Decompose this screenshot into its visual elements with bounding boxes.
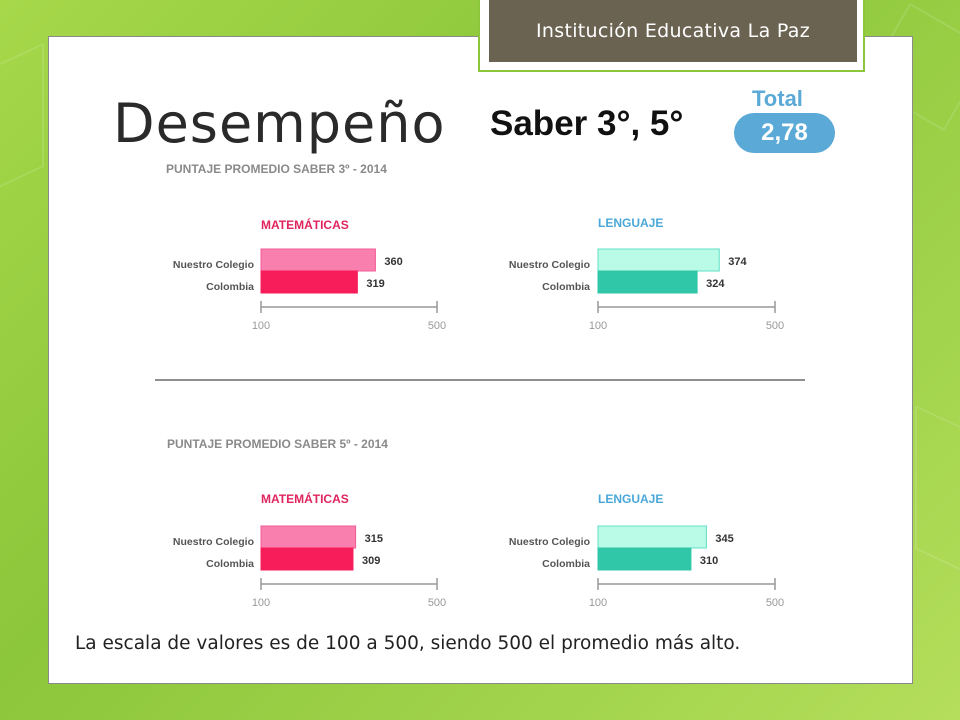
data-label: 374 (728, 256, 747, 268)
tick-label: 100 (589, 597, 607, 609)
bar (260, 248, 376, 272)
data-label: 345 (715, 533, 733, 545)
data-label: 315 (365, 533, 383, 545)
page-title: Desempeño (113, 92, 446, 155)
tick-label: 500 (766, 320, 784, 332)
panel-title: MATEMÁTICAS (261, 491, 349, 506)
data-label: 360 (384, 256, 402, 268)
bar (597, 270, 698, 294)
tick-label: 100 (252, 320, 270, 332)
section-title-saber-3: PUNTAJE PROMEDIO SABER 3º - 2014 (166, 162, 387, 176)
category-label: Colombia (542, 558, 590, 570)
bar (597, 547, 692, 571)
bar (260, 547, 354, 571)
category-label: Nuestro Colegio (173, 259, 254, 271)
data-label: 310 (700, 555, 718, 567)
scale-footnote: La escala de valores es de 100 a 500, si… (75, 633, 741, 654)
data-label: 319 (366, 278, 384, 290)
page-subtitle: Saber 3°, 5° (490, 104, 684, 143)
data-label: 324 (706, 278, 725, 290)
tick-label: 500 (766, 597, 784, 609)
panel-title: LENGUAJE (598, 216, 663, 230)
bar (260, 270, 358, 294)
panel-title: MATEMÁTICAS (261, 217, 349, 232)
category-label: Nuestro Colegio (509, 259, 590, 271)
category-label: Nuestro Colegio (173, 536, 254, 548)
tick-label: 100 (589, 320, 607, 332)
tick-label: 500 (428, 320, 446, 332)
section-title-saber-5: PUNTAJE PROMEDIO SABER 5º - 2014 (167, 437, 388, 451)
bar (260, 525, 357, 549)
total-value: 2,78 (734, 113, 835, 153)
institution-badge: Institución Educativa La Paz (489, 0, 857, 62)
tick-label: 500 (428, 597, 446, 609)
bar (597, 525, 707, 549)
tick-label: 100 (252, 597, 270, 609)
category-label: Colombia (206, 558, 254, 570)
category-label: Colombia (542, 281, 590, 293)
data-label: 309 (362, 555, 380, 567)
bar (597, 248, 720, 272)
category-label: Nuestro Colegio (509, 536, 590, 548)
category-label: Colombia (206, 281, 254, 293)
total-label: Total (752, 86, 803, 111)
panel-title: LENGUAJE (598, 492, 663, 506)
